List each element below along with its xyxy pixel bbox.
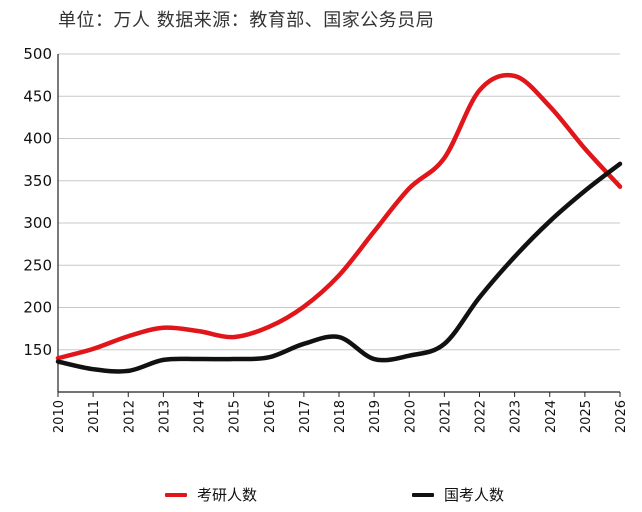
chart-title: 单位：万人 数据来源：教育部、国家公务员局 [58, 10, 435, 31]
x-tick-label-2024: 2024 [544, 400, 559, 433]
series-line-guokao [55, 161, 623, 374]
x-tick-label-2020: 2020 [403, 400, 418, 433]
y-tick-label-350: 350 [23, 172, 52, 190]
y-tick-label-150: 150 [23, 341, 52, 359]
series-line-kaoyan [55, 72, 623, 361]
x-axis-ticks: 2010 2011 2012 2013 2014 2015 2016 2017 2018 2019… [52, 392, 629, 433]
legend-swatch-guokao [412, 492, 434, 497]
y-tick-label-450: 450 [23, 87, 52, 105]
x-tick-label-2016: 2016 [263, 400, 278, 433]
legend-label-kaoyan: 考研人数 [197, 486, 258, 504]
x-tick-label-2012: 2012 [122, 400, 137, 433]
y-tick-label-250: 250 [23, 256, 52, 274]
legend-swatch-kaoyan [165, 492, 187, 497]
y-axis-ticks: 150 200 250 300 350 400 450 500 [23, 45, 52, 359]
x-tick-label-2023: 2023 [509, 400, 524, 433]
legend-item-kaoyan: 考研人数 [165, 484, 257, 505]
y-tick-label-500: 500 [23, 45, 52, 63]
x-tick-label-2018: 2018 [333, 400, 348, 433]
x-tick-label-2022: 2022 [474, 400, 489, 433]
x-tick-label-2021: 2021 [438, 400, 453, 433]
series-lines [55, 72, 623, 374]
grid-lines [58, 53, 620, 351]
x-tick-label-2017: 2017 [298, 400, 313, 433]
y-tick-label-200: 200 [23, 299, 52, 317]
legend-item-guokao: 国考人数 [412, 484, 504, 505]
axes [57, 54, 620, 393]
legend-label-guokao: 国考人数 [444, 486, 505, 504]
x-tick-label-2010: 2010 [52, 400, 67, 433]
x-tick-label-2019: 2019 [368, 400, 383, 433]
y-tick-label-400: 400 [23, 130, 52, 148]
y-tick-label-300: 300 [23, 214, 52, 232]
x-tick-label-2025: 2025 [579, 400, 594, 433]
x-tick-label-2013: 2013 [157, 400, 172, 433]
x-tick-label-2026: 2026 [614, 400, 629, 433]
x-tick-label-2011: 2011 [87, 400, 102, 433]
x-tick-label-2014: 2014 [193, 400, 208, 433]
x-tick-label-2015: 2015 [228, 400, 243, 433]
